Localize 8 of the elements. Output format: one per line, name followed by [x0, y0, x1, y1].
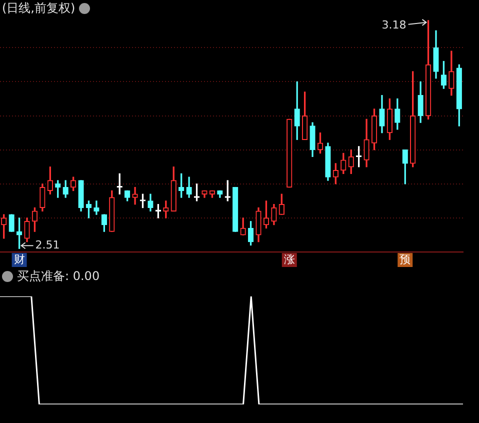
annotation: 3.18	[382, 18, 406, 32]
chart-title: (日线,前复权)	[2, 0, 76, 16]
text: 涨	[284, 252, 295, 266]
chart-title: 买点准备: 0.00	[17, 268, 100, 284]
text: 财	[14, 252, 25, 266]
annotation: 2.51	[35, 238, 60, 252]
text: 预	[400, 252, 411, 266]
candlestick	[132, 186, 138, 205]
